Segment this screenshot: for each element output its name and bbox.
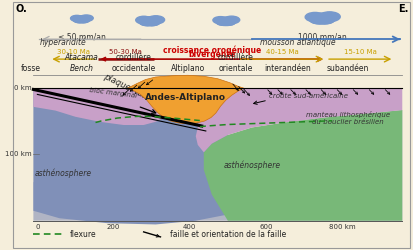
Text: croûte sud-américaine: croûte sud-américaine [268, 93, 348, 99]
Ellipse shape [136, 16, 152, 24]
Text: faille et orientation de la faille: faille et orientation de la faille [170, 230, 286, 239]
Ellipse shape [319, 12, 340, 22]
Ellipse shape [74, 17, 85, 23]
Text: flexure: flexure [69, 230, 96, 239]
Text: 600: 600 [259, 224, 273, 230]
Ellipse shape [310, 16, 327, 24]
Text: E.: E. [398, 4, 408, 15]
Text: Andes-Altiplano: Andes-Altiplano [145, 93, 226, 102]
Text: asthénosphere: asthénosphere [223, 160, 280, 170]
Text: 400: 400 [183, 224, 197, 230]
Text: 800 km: 800 km [329, 224, 356, 230]
Ellipse shape [71, 15, 83, 21]
Text: ≤ 50 mm/an: ≤ 50 mm/an [57, 32, 105, 42]
Text: 50-30 Ma: 50-30 Ma [109, 49, 142, 55]
Polygon shape [128, 75, 244, 124]
Ellipse shape [216, 17, 236, 25]
Text: Atacama
Bench: Atacama Bench [64, 54, 98, 73]
Ellipse shape [223, 16, 240, 24]
Text: 15-10 Ma: 15-10 Ma [344, 49, 377, 55]
Text: O.: O. [15, 4, 27, 15]
Ellipse shape [216, 19, 229, 25]
Text: 200: 200 [107, 224, 120, 230]
Text: asthénosphere: asthénosphere [35, 168, 92, 178]
Text: cordillère
occidentale: cordillère occidentale [112, 54, 156, 73]
Ellipse shape [147, 16, 165, 24]
Polygon shape [33, 87, 174, 125]
Text: 40-15 Ma: 40-15 Ma [266, 49, 298, 55]
Ellipse shape [222, 19, 235, 25]
Text: mousson atlantique: mousson atlantique [260, 38, 335, 47]
Text: croissance orogénique: croissance orogénique [163, 45, 261, 55]
Ellipse shape [140, 19, 154, 26]
Text: bivergente: bivergente [188, 50, 235, 59]
Text: cordillère
orientale: cordillère orientale [218, 54, 254, 73]
Ellipse shape [73, 16, 90, 23]
Ellipse shape [78, 17, 90, 23]
Polygon shape [33, 110, 402, 221]
Text: Altiplano: Altiplano [171, 64, 205, 73]
Text: 1000 mm/an: 1000 mm/an [298, 32, 347, 42]
Text: subandéen: subandéen [327, 64, 369, 73]
Text: hyperaridité: hyperaridité [39, 38, 86, 47]
Polygon shape [33, 88, 228, 224]
Text: 0: 0 [35, 224, 40, 230]
Ellipse shape [138, 17, 161, 26]
Ellipse shape [213, 16, 228, 24]
Ellipse shape [305, 12, 325, 22]
Text: manteau lithosphérique
du bouclier brésilien: manteau lithosphérique du bouclier brési… [306, 111, 390, 125]
Ellipse shape [146, 19, 160, 26]
Text: plaque Nazca: plaque Nazca [102, 72, 157, 104]
Text: fosse: fosse [21, 64, 40, 73]
Polygon shape [196, 88, 402, 152]
Ellipse shape [318, 16, 335, 24]
Text: 30-10 Ma: 30-10 Ma [57, 49, 90, 55]
Polygon shape [204, 110, 402, 221]
Text: 100 km: 100 km [5, 150, 31, 156]
Text: bloc marginal: bloc marginal [89, 87, 138, 99]
Ellipse shape [79, 15, 93, 21]
Ellipse shape [309, 13, 336, 24]
Text: interandéen: interandéen [265, 64, 311, 73]
Text: 0 km: 0 km [14, 85, 31, 91]
